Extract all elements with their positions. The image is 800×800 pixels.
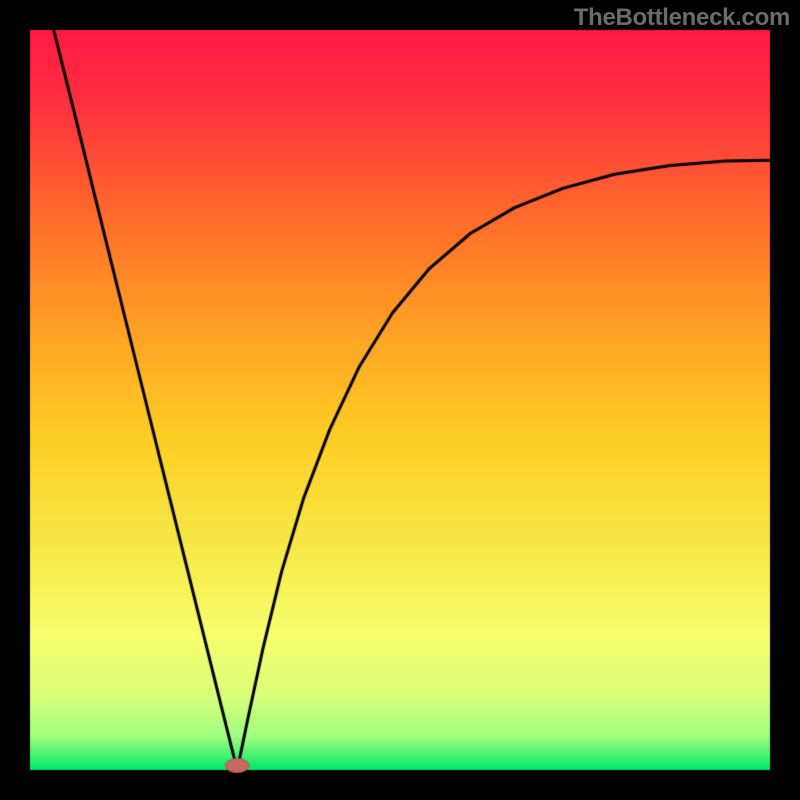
bottleneck-chart [0,0,800,800]
watermark-text: TheBottleneck.com [574,4,790,32]
